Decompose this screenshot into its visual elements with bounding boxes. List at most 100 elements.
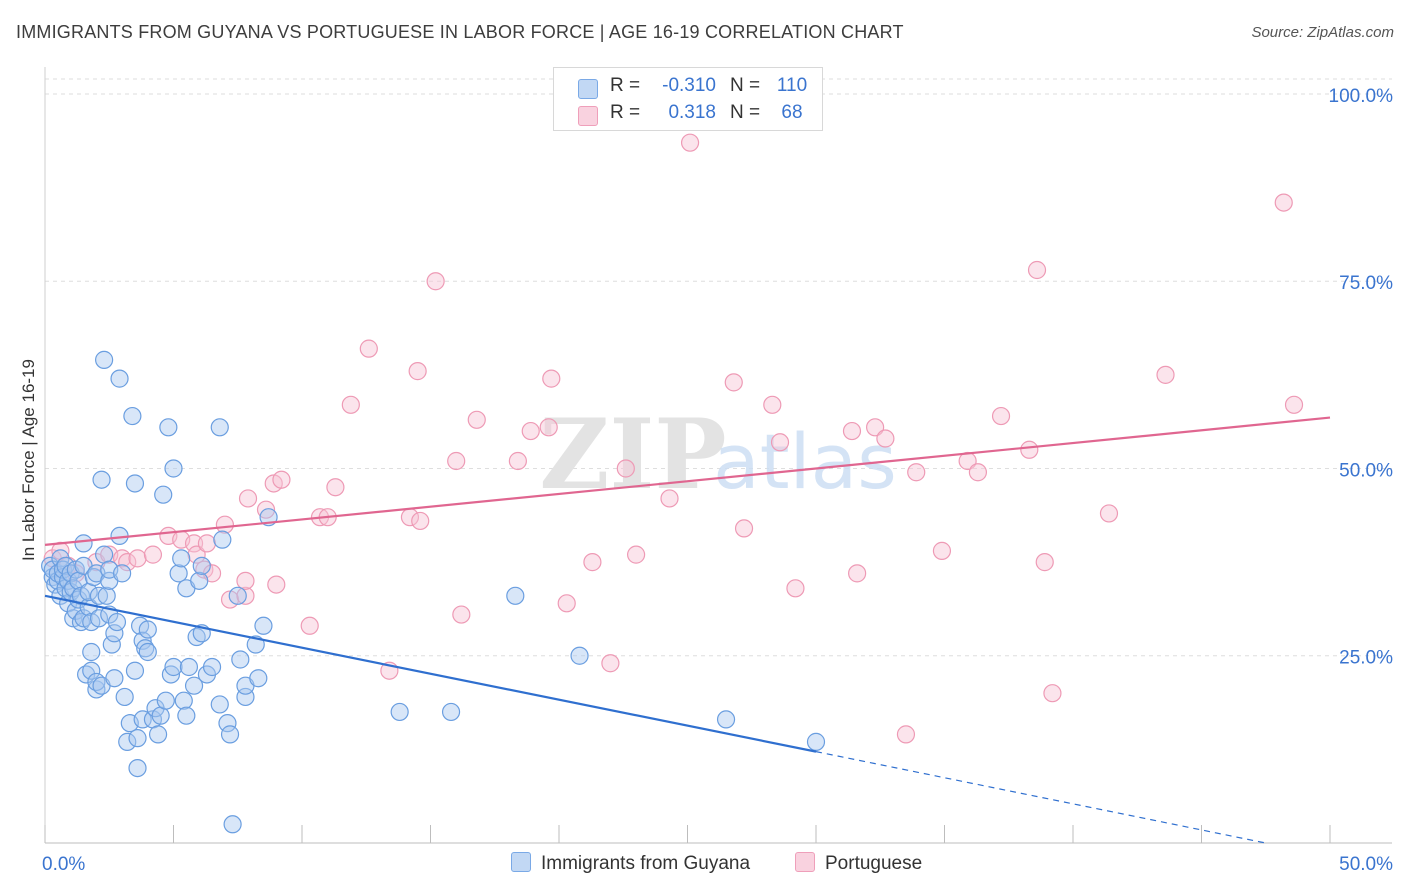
legend-r-value: 0.318 bbox=[668, 102, 716, 123]
trend-lines bbox=[44, 416, 1331, 844]
guyana-point bbox=[154, 485, 173, 504]
portuguese-point bbox=[300, 616, 319, 635]
portuguese-point bbox=[1099, 504, 1119, 523]
guyana-point bbox=[570, 646, 589, 665]
guyana-trend-extension bbox=[815, 751, 1266, 844]
guyana-point bbox=[184, 676, 204, 695]
guyana-point bbox=[506, 586, 525, 605]
portuguese-point bbox=[1027, 260, 1047, 280]
guyana-point bbox=[390, 702, 409, 722]
legend-r-label: R = bbox=[610, 102, 641, 123]
portuguese-point bbox=[866, 418, 885, 437]
guyana-point bbox=[115, 687, 134, 707]
portuguese-point bbox=[724, 373, 743, 392]
guyana-point bbox=[105, 669, 124, 688]
portuguese-point bbox=[770, 433, 790, 452]
portuguese-point bbox=[184, 534, 204, 553]
bottom-legend-guyana: Immigrants from Guyana bbox=[511, 852, 750, 875]
guyana-point bbox=[107, 612, 127, 632]
x-tick-label-max: 50.0% bbox=[1339, 854, 1393, 875]
portuguese-point bbox=[267, 575, 286, 594]
portuguese-point bbox=[680, 133, 700, 152]
legend-n-label: N = bbox=[730, 75, 761, 96]
tick-labels: 25.0% 50.0% 75.0% 100.0% 0.0% 50.0% bbox=[42, 86, 1393, 875]
guyana-point bbox=[161, 665, 181, 684]
x-tick-label-min: 0.0% bbox=[42, 854, 85, 875]
guyana-point bbox=[223, 815, 242, 834]
portuguese-point bbox=[359, 339, 378, 358]
guyana-point bbox=[202, 657, 222, 677]
portuguese-point bbox=[118, 553, 137, 572]
legend-n-label: N = bbox=[730, 102, 761, 123]
guyana-trend-line bbox=[44, 594, 817, 753]
portuguese-point bbox=[408, 362, 427, 381]
guyana-point bbox=[102, 635, 121, 654]
portuguese-swatch bbox=[578, 106, 598, 126]
guyana-point bbox=[82, 661, 101, 680]
guyana-point bbox=[806, 732, 826, 751]
portuguese-point bbox=[256, 500, 276, 519]
guyana-point bbox=[228, 586, 247, 605]
guyana-point bbox=[128, 758, 147, 778]
guyana-points bbox=[41, 350, 826, 834]
guyana-point bbox=[231, 650, 250, 669]
portuguese-point bbox=[1284, 395, 1304, 414]
watermark-atlas: atlas bbox=[713, 417, 897, 506]
bottom-legend-guyana-label: Immigrants from Guyana bbox=[541, 853, 751, 874]
legend-n-value: 68 bbox=[781, 102, 803, 123]
portuguese-point bbox=[896, 725, 916, 744]
watermark: ZIP atlas bbox=[539, 398, 896, 511]
portuguese-point bbox=[539, 418, 558, 437]
guyana-point bbox=[218, 714, 237, 733]
guyana-point bbox=[82, 642, 101, 662]
guyana-point bbox=[125, 474, 145, 493]
y-tick-label: 25.0% bbox=[1339, 648, 1393, 669]
y-tick-label: 50.0% bbox=[1339, 460, 1393, 481]
y-tick-label: 75.0% bbox=[1339, 273, 1393, 294]
legend-n-value: 110 bbox=[776, 75, 808, 96]
guyana-point bbox=[148, 725, 168, 744]
guyana-point bbox=[177, 706, 196, 725]
guyana-point bbox=[441, 702, 461, 722]
guyana-point bbox=[118, 732, 137, 751]
portuguese-point bbox=[238, 489, 258, 508]
portuguese-point bbox=[467, 410, 486, 429]
guyana-point bbox=[249, 669, 268, 688]
guyana-point bbox=[210, 695, 229, 714]
portuguese-swatch bbox=[795, 852, 815, 872]
guyana-point bbox=[156, 691, 175, 710]
guyana-point bbox=[179, 657, 199, 677]
guyana-point bbox=[174, 691, 193, 710]
portuguese-point bbox=[876, 429, 895, 448]
guyana-point bbox=[716, 710, 736, 729]
guyana-point bbox=[128, 729, 147, 748]
guyana-point bbox=[133, 631, 152, 650]
guyana-point bbox=[169, 564, 188, 583]
guyana-swatch bbox=[578, 79, 598, 99]
guyana-point bbox=[133, 710, 152, 729]
bottom-legend-portuguese-label: Portuguese bbox=[825, 853, 923, 874]
portuguese-point bbox=[452, 605, 471, 624]
portuguese-point bbox=[508, 451, 527, 471]
guyana-point bbox=[210, 418, 229, 437]
guyana-point bbox=[213, 530, 232, 549]
legend-r-label: R = bbox=[610, 75, 641, 96]
guyana-point bbox=[138, 642, 157, 662]
guyana-point bbox=[138, 620, 157, 639]
y-axis-label: In Labor Force | Age 16-19 bbox=[19, 359, 38, 561]
guyana-point bbox=[110, 369, 129, 388]
portuguese-point bbox=[557, 594, 576, 613]
portuguese-point bbox=[521, 421, 540, 441]
portuguese-point bbox=[447, 451, 466, 471]
portuguese-point bbox=[128, 549, 147, 568]
guyana-point bbox=[97, 586, 116, 605]
guyana-point bbox=[192, 556, 211, 575]
portuguese-point bbox=[848, 564, 867, 583]
guyana-point bbox=[112, 564, 132, 583]
portuguese-point bbox=[932, 541, 952, 560]
gridlines bbox=[45, 78, 1392, 657]
portuguese-point bbox=[272, 470, 291, 489]
chart-title: IMMIGRANTS FROM GUYANA VS PORTUGUESE IN … bbox=[16, 22, 904, 42]
guyana-point bbox=[254, 616, 273, 635]
